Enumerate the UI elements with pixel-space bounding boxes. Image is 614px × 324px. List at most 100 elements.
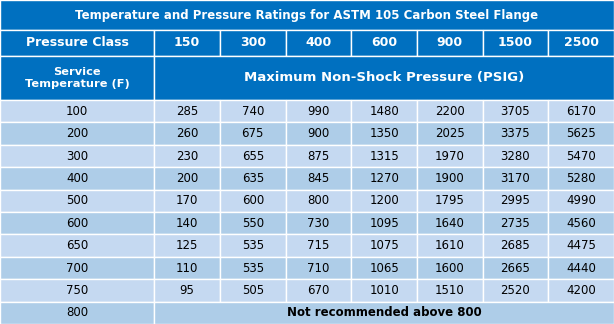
Bar: [286, 145, 351, 167]
Text: 300: 300: [239, 37, 266, 50]
Bar: [154, 279, 220, 302]
Bar: [351, 279, 417, 302]
Bar: [220, 212, 286, 234]
Text: 1610: 1610: [435, 239, 465, 252]
Bar: [351, 234, 417, 257]
Bar: [0, 167, 154, 190]
Bar: [0, 234, 154, 257]
Text: 700: 700: [66, 261, 88, 274]
Bar: [483, 145, 548, 167]
Text: 2665: 2665: [500, 261, 530, 274]
Text: 845: 845: [308, 172, 330, 185]
Bar: [351, 100, 417, 122]
Text: 535: 535: [242, 261, 264, 274]
Bar: [220, 279, 286, 302]
Bar: [351, 167, 417, 190]
Text: 4440: 4440: [566, 261, 596, 274]
Bar: [0, 257, 154, 279]
Bar: [417, 30, 483, 56]
Bar: [417, 279, 483, 302]
Text: 300: 300: [66, 149, 88, 163]
Bar: [417, 257, 483, 279]
Text: 2735: 2735: [500, 217, 530, 230]
Bar: [483, 279, 548, 302]
Text: 5470: 5470: [566, 149, 596, 163]
Bar: [0, 190, 154, 212]
Bar: [417, 234, 483, 257]
Text: 1900: 1900: [435, 172, 465, 185]
Bar: [548, 122, 614, 145]
Bar: [417, 190, 483, 212]
Text: 110: 110: [176, 261, 198, 274]
Bar: [483, 257, 548, 279]
Bar: [483, 30, 548, 56]
Text: 670: 670: [307, 284, 330, 297]
Text: 2685: 2685: [500, 239, 530, 252]
Bar: [154, 234, 220, 257]
Text: 285: 285: [176, 105, 198, 118]
Text: 5625: 5625: [566, 127, 596, 140]
Bar: [286, 257, 351, 279]
Text: 710: 710: [307, 261, 330, 274]
Text: 170: 170: [176, 194, 198, 207]
Bar: [0, 212, 154, 234]
Text: 2025: 2025: [435, 127, 465, 140]
Text: 2500: 2500: [564, 37, 599, 50]
Bar: [154, 100, 220, 122]
Text: 100: 100: [66, 105, 88, 118]
Bar: [286, 167, 351, 190]
Bar: [220, 167, 286, 190]
Text: Maximum Non-Shock Pressure (PSIG): Maximum Non-Shock Pressure (PSIG): [244, 72, 524, 85]
Bar: [220, 257, 286, 279]
Text: Service
Temperature (F): Service Temperature (F): [25, 67, 130, 89]
Text: 740: 740: [241, 105, 264, 118]
Bar: [154, 212, 220, 234]
Text: 200: 200: [66, 127, 88, 140]
Bar: [154, 30, 220, 56]
Bar: [0, 30, 154, 56]
Text: 2200: 2200: [435, 105, 465, 118]
Bar: [483, 122, 548, 145]
Bar: [548, 30, 614, 56]
Bar: [0, 56, 154, 100]
Text: 2995: 2995: [500, 194, 530, 207]
Bar: [483, 234, 548, 257]
Bar: [0, 279, 154, 302]
Text: 1095: 1095: [369, 217, 399, 230]
Text: 6170: 6170: [566, 105, 596, 118]
Bar: [154, 56, 614, 100]
Text: 600: 600: [371, 37, 397, 50]
Text: 1075: 1075: [369, 239, 399, 252]
Bar: [220, 234, 286, 257]
Bar: [548, 257, 614, 279]
Bar: [548, 100, 614, 122]
Text: Temperature and Pressure Ratings for ASTM 105 Carbon Steel Flange: Temperature and Pressure Ratings for AST…: [76, 8, 538, 21]
Text: 675: 675: [241, 127, 264, 140]
Text: 1480: 1480: [369, 105, 399, 118]
Bar: [351, 190, 417, 212]
Text: 550: 550: [242, 217, 264, 230]
Text: 900: 900: [437, 37, 463, 50]
Bar: [154, 257, 220, 279]
Text: 150: 150: [174, 37, 200, 50]
Text: 4475: 4475: [566, 239, 596, 252]
Text: 230: 230: [176, 149, 198, 163]
Bar: [548, 279, 614, 302]
Bar: [548, 190, 614, 212]
Bar: [220, 30, 286, 56]
Bar: [220, 100, 286, 122]
Text: 3280: 3280: [500, 149, 530, 163]
Bar: [417, 122, 483, 145]
Text: 990: 990: [307, 105, 330, 118]
Bar: [483, 212, 548, 234]
Text: 125: 125: [176, 239, 198, 252]
Bar: [154, 190, 220, 212]
Text: 1600: 1600: [435, 261, 465, 274]
Bar: [154, 167, 220, 190]
Text: 400: 400: [305, 37, 332, 50]
Text: 400: 400: [66, 172, 88, 185]
Text: 1010: 1010: [369, 284, 399, 297]
Bar: [220, 122, 286, 145]
Bar: [351, 122, 417, 145]
Text: 1065: 1065: [369, 261, 399, 274]
